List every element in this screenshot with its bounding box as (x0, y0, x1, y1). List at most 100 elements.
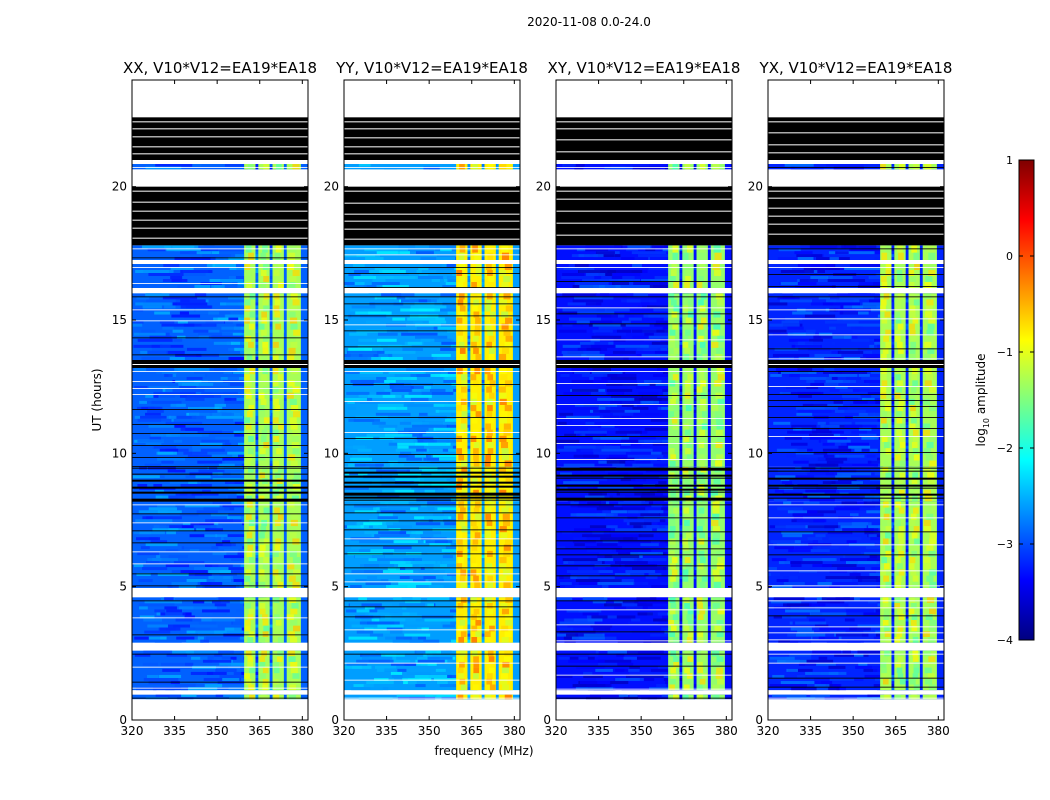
spectral-texture (173, 338, 183, 342)
band-texture (263, 305, 269, 312)
spectral-texture (451, 543, 487, 547)
spectral-texture (783, 385, 807, 389)
band-texture (882, 423, 889, 430)
spectral-texture (148, 424, 175, 428)
spectral-texture (395, 636, 412, 640)
spectral-texture (805, 687, 828, 691)
spectral-texture (607, 650, 638, 654)
spectral-texture (215, 436, 247, 440)
band-texture (926, 597, 935, 603)
spectral-texture (812, 636, 825, 640)
band-texture (912, 581, 919, 588)
band-texture (277, 603, 284, 609)
spectral-texture (364, 606, 375, 610)
spectral-texture (824, 382, 839, 386)
spectral-texture (867, 534, 893, 538)
band-texture (503, 276, 511, 282)
band-texture (669, 341, 675, 348)
band-texture (669, 484, 675, 490)
band-texture (699, 448, 706, 455)
spectral-texture (822, 442, 835, 446)
band-texture (896, 411, 902, 418)
spectral-texture (560, 582, 572, 586)
band-texture (717, 386, 725, 393)
band-texture (501, 608, 510, 615)
spectral-texture (670, 624, 693, 628)
band-texture (712, 650, 720, 657)
band-texture (501, 454, 510, 461)
spectral-texture (571, 478, 608, 482)
spectral-texture (650, 451, 662, 455)
spectral-texture (419, 478, 447, 482)
spectral-texture (199, 522, 215, 526)
gap-row (132, 167, 308, 168)
spectral-texture (167, 585, 179, 588)
band-texture (460, 374, 467, 381)
band-texture (909, 423, 916, 430)
band-texture (896, 667, 903, 674)
band-texture (687, 608, 694, 615)
band-texture (461, 442, 468, 449)
spectral-texture (153, 484, 163, 487)
band-texture (673, 694, 679, 700)
spectral-texture (586, 347, 602, 351)
spectral-texture (618, 694, 629, 697)
spectral-texture (826, 376, 838, 380)
flag-gap-line (132, 227, 308, 229)
flagged-row (132, 634, 308, 636)
spectral-texture (164, 305, 176, 309)
band-texture (884, 650, 890, 657)
band-texture (502, 661, 510, 668)
band-texture (470, 569, 477, 576)
spectral-texture (558, 311, 589, 315)
spectral-texture (781, 373, 793, 377)
spectral-texture (344, 353, 379, 357)
band-texture (460, 569, 467, 576)
spectral-texture (578, 633, 605, 637)
band-texture (289, 466, 297, 473)
spectral-texture (443, 576, 452, 580)
spectral-texture (201, 439, 230, 443)
band-texture (261, 429, 268, 436)
spectral-texture (562, 353, 587, 357)
flagged-row (132, 296, 308, 298)
band-texture (926, 575, 934, 582)
band-texture (273, 597, 280, 603)
band-texture (880, 164, 886, 170)
spectral-texture (882, 311, 902, 315)
spectral-texture (133, 320, 144, 324)
band-texture (489, 625, 495, 632)
band-texture (274, 311, 281, 318)
band-texture (913, 526, 920, 533)
band-texture (687, 656, 694, 662)
flagged-row (132, 653, 308, 655)
flagged-row (768, 615, 944, 617)
band-texture (457, 538, 463, 545)
band-texture (881, 673, 888, 679)
band-texture (274, 405, 281, 412)
spectral-texture (153, 391, 185, 395)
gap-row (556, 404, 732, 405)
gap-row (556, 624, 732, 626)
spectral-texture (194, 285, 211, 288)
band-texture (899, 423, 906, 430)
spectral-texture (466, 534, 501, 538)
x-tick-label: 350 (630, 724, 653, 738)
spectral-texture (777, 659, 807, 663)
band-texture (473, 442, 480, 449)
gap-row (132, 687, 308, 689)
spectral-texture (415, 276, 444, 279)
spectral-texture (235, 276, 246, 279)
band-texture (684, 282, 690, 288)
band-texture (696, 282, 703, 288)
band-texture (882, 347, 889, 354)
band-texture (472, 164, 478, 170)
spectral-texture (591, 370, 623, 374)
spectral-texture (606, 388, 633, 392)
band-texture (684, 684, 690, 691)
flag-gap-line (344, 128, 520, 130)
spectral-texture (800, 457, 826, 461)
spectral-texture (615, 668, 629, 672)
band-texture (457, 329, 463, 336)
spectral-texture (832, 335, 851, 339)
